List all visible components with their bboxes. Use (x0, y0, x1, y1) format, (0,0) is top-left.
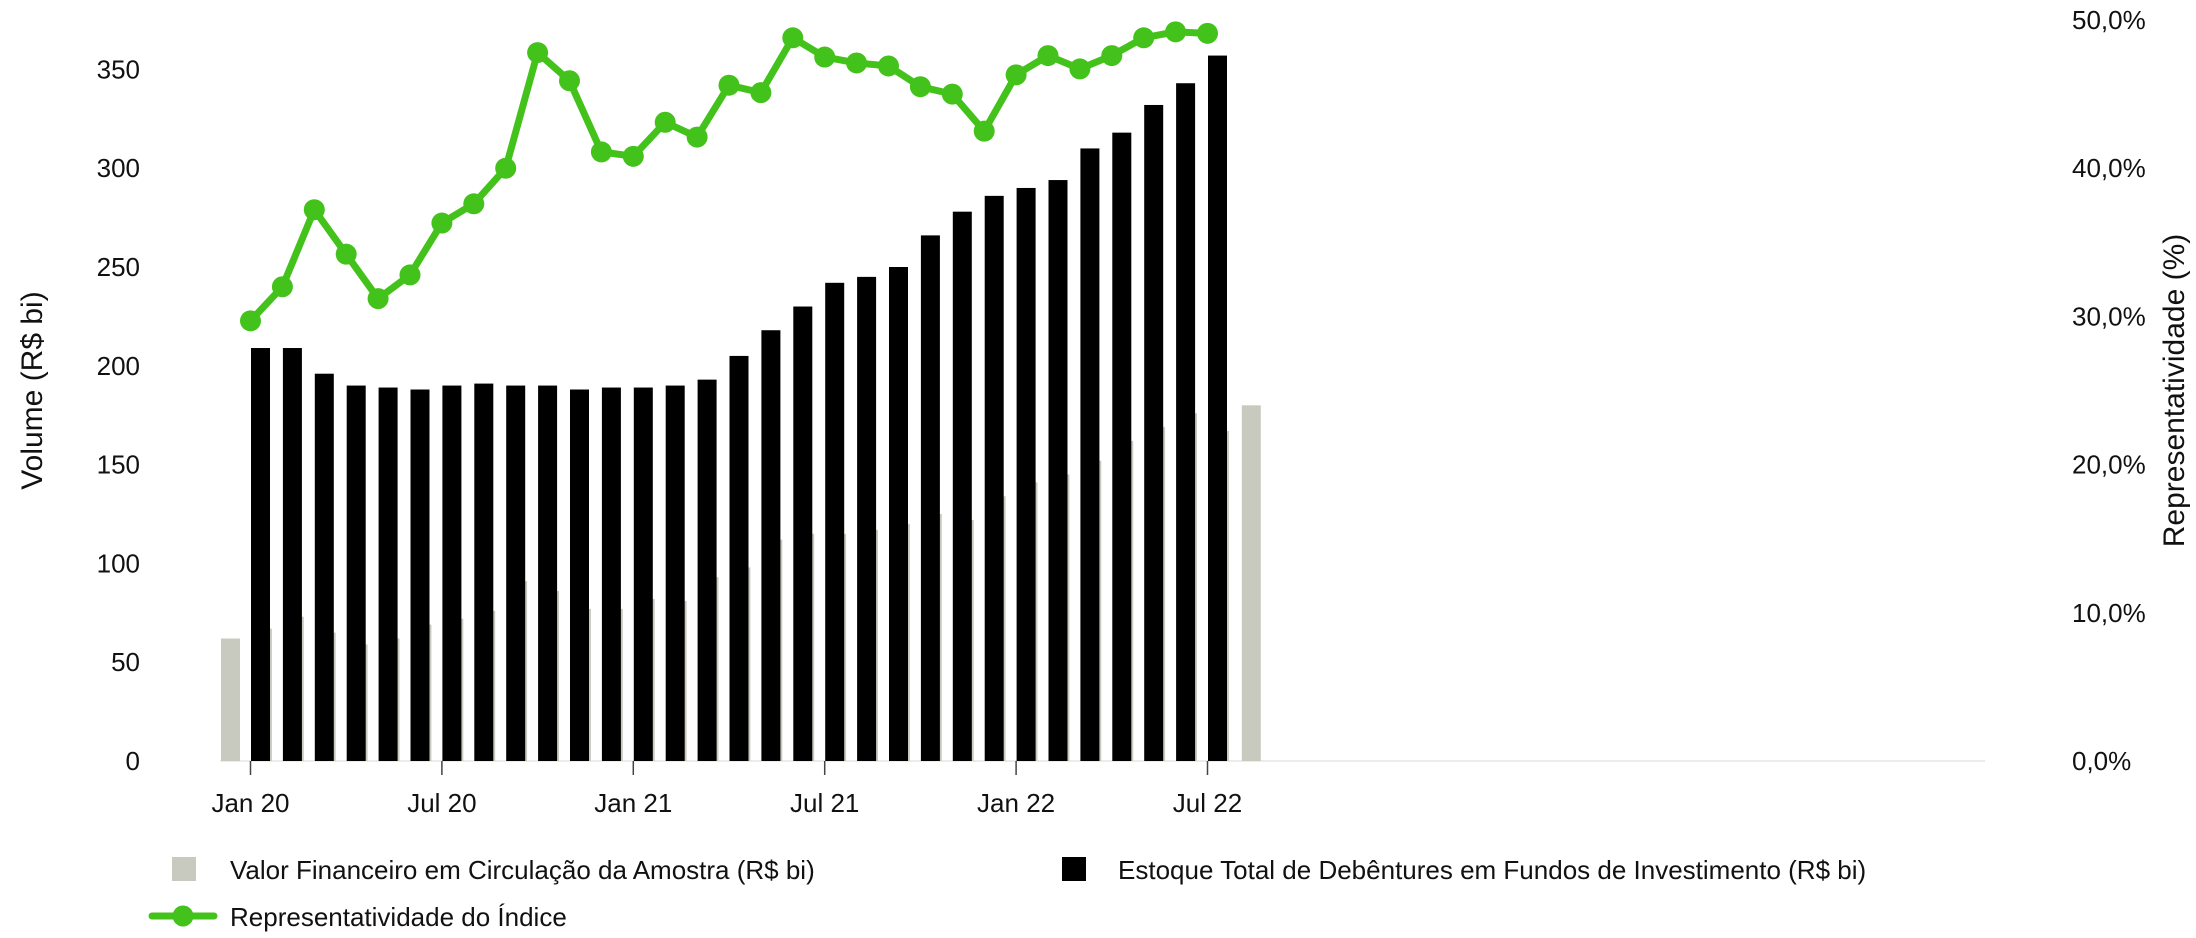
bar-estoque-total (793, 306, 813, 761)
y-tick-label: 200 (97, 351, 140, 381)
y2-tick-label: 0,0% (2072, 746, 2131, 776)
point-representatividade (399, 264, 421, 286)
point-representatividade (909, 76, 931, 98)
x-tick-label: Jul 20 (407, 788, 476, 818)
y2-tick-label: 10,0% (2072, 598, 2146, 628)
bar-estoque-total (889, 267, 908, 761)
bar-estoque-total (1208, 55, 1227, 762)
point-representatividade (559, 70, 580, 92)
point-representatividade (782, 27, 804, 49)
point-representatividade (335, 243, 357, 265)
point-representatividade (271, 276, 293, 298)
point-representatividade (814, 46, 836, 68)
bar-estoque-total (633, 387, 653, 761)
y-tick-label: 250 (97, 252, 140, 282)
bar-estoque-total (1112, 132, 1132, 761)
y2-tick-label: 50,0% (2072, 5, 2146, 35)
point-representatividade (527, 42, 549, 64)
point-representatividade (1165, 21, 1187, 43)
point-representatividade (686, 126, 708, 148)
y-axis-title: Volume (R$ bi) (16, 291, 49, 489)
x-tick-label: Jan 22 (977, 788, 1055, 818)
bar-estoque-total (506, 385, 526, 761)
point-representatividade (1101, 45, 1123, 67)
y2-tick-label: 40,0% (2072, 153, 2146, 183)
point-representatividade (718, 74, 740, 96)
point-representatividade (941, 83, 963, 105)
bar-estoque-total (697, 379, 717, 761)
point-representatividade (750, 82, 772, 104)
bar-estoque-total (410, 389, 430, 761)
x-tick-label: Jan 20 (211, 788, 289, 818)
point-representatividade (495, 157, 517, 179)
legend-marker-representatividade (172, 905, 194, 927)
bar-estoque-total (952, 211, 972, 761)
bar-estoque-total (665, 385, 685, 761)
bar-estoque-total (314, 373, 334, 761)
y-tick-label: 100 (97, 548, 140, 578)
legend-swatch-valor-financeiro (172, 857, 196, 881)
bar-estoque-total (601, 387, 621, 761)
bar-estoque-total (474, 383, 494, 761)
bar-estoque-total (1144, 104, 1164, 761)
bar-estoque-total (825, 282, 845, 761)
bar-estoque-total (1080, 148, 1100, 761)
point-representatividade (878, 55, 899, 77)
legend-label-estoque-total: Estoque Total de Debêntures em Fundos de… (1118, 855, 1866, 885)
point-representatividade (1197, 22, 1218, 44)
point-representatividade (367, 288, 389, 310)
point-representatividade (973, 120, 995, 142)
y-tick-label: 150 (97, 450, 140, 480)
bar-estoque-total (346, 385, 366, 761)
bar-valor-financeiro (1241, 405, 1261, 761)
point-representatividade (622, 145, 644, 167)
bar-estoque-total (251, 348, 270, 761)
x-tick-label: Jul 22 (1173, 788, 1242, 818)
point-representatividade (240, 310, 261, 332)
y-tick-label: 300 (97, 153, 140, 183)
bar-estoque-total (920, 235, 940, 761)
bar-estoque-total (761, 330, 781, 761)
y2-axis-title: Representatividade (%) (2158, 234, 2191, 548)
point-representatividade (846, 52, 868, 74)
point-representatividade (1005, 64, 1027, 86)
bar-estoque-total (442, 385, 462, 761)
bar-estoque-total (729, 355, 749, 761)
legend-label-representatividade: Representatividade do Índice (230, 902, 567, 932)
point-representatividade (1069, 58, 1091, 80)
bar-estoque-total (1016, 187, 1036, 761)
bar-estoque-total (1048, 180, 1068, 761)
y2-tick-label: 20,0% (2072, 450, 2146, 480)
bar-estoque-total (282, 348, 302, 761)
point-representatividade (654, 111, 676, 133)
bar-estoque-total (378, 387, 398, 761)
point-representatividade (463, 193, 485, 215)
bar-estoque-total (857, 276, 877, 761)
y2-tick-label: 30,0% (2072, 301, 2146, 331)
legend-swatch-estoque-total (1062, 857, 1086, 881)
point-representatividade (1037, 45, 1059, 67)
x-tick-label: Jan 21 (594, 788, 672, 818)
bar-valor-financeiro (221, 638, 240, 761)
bar-estoque-total (984, 195, 1004, 761)
bar-estoque-total (570, 389, 589, 761)
point-representatividade (590, 141, 612, 163)
bar-estoque-total (1176, 83, 1196, 762)
legend-label-valor-financeiro: Valor Financeiro em Circulação da Amostr… (230, 855, 815, 885)
point-representatividade (303, 199, 325, 221)
point-representatividade (431, 212, 453, 234)
y-tick-label: 0 (126, 746, 140, 776)
bar-estoque-total (538, 385, 558, 761)
y-tick-label: 50 (111, 647, 140, 677)
x-tick-label: Jul 21 (790, 788, 859, 818)
point-representatividade (1133, 27, 1155, 49)
y-tick-label: 350 (97, 54, 140, 84)
